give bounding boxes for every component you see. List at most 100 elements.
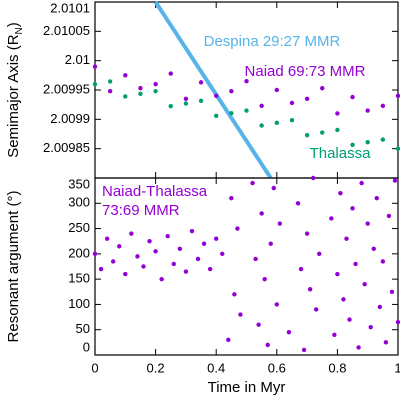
data-point [189, 228, 195, 234]
annotation: 73:69 MMR [102, 202, 180, 219]
y-axis-label-subscript: N [14, 27, 25, 34]
y-tick-label: 100 [68, 296, 90, 311]
data-point [141, 264, 146, 269]
y-tick-label: 2.00995 [43, 81, 90, 96]
data-point [335, 271, 340, 277]
y-tick-label: 350 [68, 176, 90, 191]
data-point [123, 94, 128, 99]
y-axis-label: Semimajor Axis (RN) [5, 22, 25, 158]
data-point [220, 251, 225, 257]
data-point [344, 236, 349, 241]
data-point [165, 233, 170, 239]
series-label: Despina 29:27 MMR [204, 33, 341, 50]
data-point [117, 244, 122, 249]
x-tick-label: 0 [91, 360, 98, 375]
data-point [238, 312, 243, 317]
data-point [274, 120, 279, 126]
data-point [244, 79, 249, 84]
y-axis-label-part: Semimajor Axis (R [5, 34, 22, 158]
data-point [198, 80, 204, 85]
y-tick-label: 200 [68, 245, 90, 260]
data-point [307, 287, 313, 292]
data-point [341, 297, 346, 302]
data-point [168, 103, 173, 109]
data-point [153, 249, 158, 254]
series-label: Naiad 69:73 MMR [245, 63, 366, 80]
y-tick-label: 0 [83, 339, 90, 354]
data-point [295, 201, 301, 206]
y-tick-label: 2.00985 [43, 140, 90, 155]
x-tick-label: 0.6 [268, 360, 286, 375]
data-point [235, 226, 240, 231]
data-point [195, 256, 201, 262]
data-point [168, 71, 173, 76]
data-point [274, 87, 279, 93]
data-point [350, 94, 355, 100]
data-point [289, 118, 295, 123]
series-line [153, 0, 273, 180]
data-point [92, 251, 98, 257]
y-axis-label-part: ) [5, 22, 22, 27]
data-point [332, 332, 337, 337]
data-point [304, 231, 310, 236]
data-point [335, 111, 340, 116]
y-tick-label: 50 [76, 321, 90, 336]
data-point [310, 175, 316, 181]
x-axis-label: Time in Myr [208, 379, 286, 396]
data-point [389, 289, 395, 294]
data-point [129, 231, 134, 236]
data-point [229, 88, 234, 94]
data-point [92, 64, 98, 69]
x-tick-label: 1 [394, 360, 400, 375]
data-point [377, 304, 383, 310]
data-point [356, 345, 361, 350]
data-point [365, 140, 370, 145]
data-point [329, 216, 334, 221]
y-tick-label: 2.01005 [43, 23, 90, 38]
data-point [304, 96, 310, 102]
data-point [259, 123, 264, 128]
data-point [320, 86, 325, 91]
data-point [383, 340, 389, 345]
data-point [298, 266, 304, 272]
data-point [214, 93, 219, 99]
y-tick-label: 2.0101 [50, 0, 90, 15]
x-tick-label: 0.8 [328, 360, 346, 375]
data-point [123, 271, 128, 277]
data-point [201, 241, 207, 246]
data-point [259, 211, 264, 216]
data-point [256, 322, 261, 327]
data-point [353, 261, 358, 267]
data-point [138, 86, 143, 91]
data-point [229, 196, 234, 201]
data-point [214, 113, 219, 119]
data-point [183, 269, 189, 274]
data-point [135, 254, 140, 259]
data-point [286, 330, 292, 335]
y-axis-label-part: Resonant argument (°) [5, 191, 22, 343]
y-axis-label: Resonant argument (°) [5, 191, 22, 343]
data-point [392, 178, 398, 183]
data-point [338, 190, 343, 196]
data-point [395, 93, 400, 99]
data-point [159, 276, 164, 282]
data-point [395, 319, 400, 325]
data-point [229, 110, 234, 116]
data-point [153, 81, 158, 87]
data-point [317, 251, 322, 257]
data-point [107, 79, 113, 84]
data-point [313, 307, 319, 312]
plot-frame [94, 177, 399, 356]
data-point [268, 241, 273, 246]
data-point [368, 324, 373, 330]
data-point [380, 259, 386, 264]
data-point [244, 108, 249, 113]
data-point [304, 132, 310, 138]
data-point [198, 98, 204, 104]
data-point [277, 221, 283, 226]
data-point [183, 101, 189, 106]
data-point [147, 239, 152, 244]
data-point [171, 261, 176, 267]
series-label: Thalassa [310, 145, 372, 162]
